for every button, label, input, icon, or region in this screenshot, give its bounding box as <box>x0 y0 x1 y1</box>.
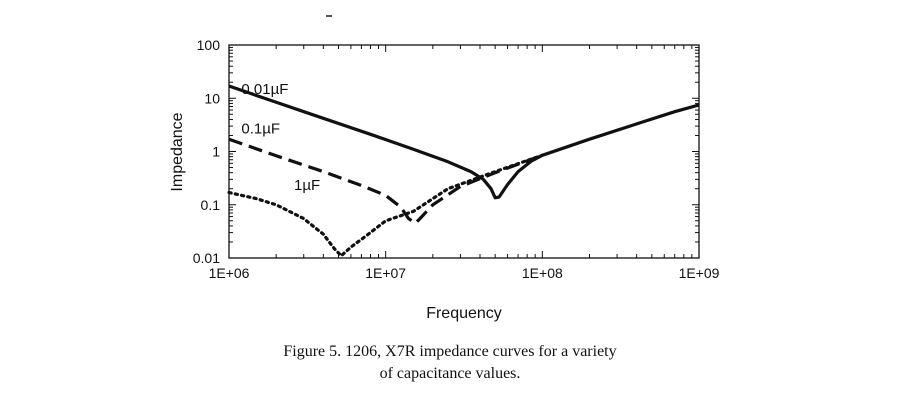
series-line-1 <box>228 84 700 200</box>
tick-labels: 1E+06 1E+07 1E+08 1E+09 0.01 0.1 1 10 100 <box>193 37 720 281</box>
y-tick-label: 1 <box>212 144 220 160</box>
y-tick-label: 0.1 <box>201 197 221 213</box>
figure-caption-line-2: of capacitance values. <box>379 365 521 382</box>
series-group <box>227 84 700 258</box>
series-label-1: 0.01µF <box>241 81 288 98</box>
x-axis-title: Frequency <box>426 305 502 322</box>
series-label-2: 0.1µF <box>241 120 280 137</box>
series-line-2 <box>228 137 543 225</box>
x-tick-label: 1E+07 <box>365 265 406 281</box>
y-tick-label: 0.01 <box>193 250 220 266</box>
y-axis-title: Impedance <box>169 112 186 191</box>
figure-caption-line-1: Figure 5. 1206, X7R impedance curves for… <box>283 343 617 360</box>
plot-frame <box>228 44 700 259</box>
x-tick-label: 1E+08 <box>522 265 563 281</box>
impedance-chart: 1E+06 1E+07 1E+08 1E+09 0.01 0.1 1 10 100 0.01µF… <box>169 37 720 322</box>
axis-ticks <box>228 45 699 259</box>
series-label-3: 1µF <box>294 177 320 194</box>
series-line-3 <box>227 153 544 258</box>
x-tick-label: 1E+09 <box>679 265 720 281</box>
y-tick-label: 100 <box>197 37 221 53</box>
y-tick-label: 10 <box>204 90 220 106</box>
stray-mark <box>326 15 332 17</box>
x-tick-label: 1E+06 <box>209 265 250 281</box>
series-labels: 0.01µF 0.1µF 1µF <box>241 81 320 194</box>
